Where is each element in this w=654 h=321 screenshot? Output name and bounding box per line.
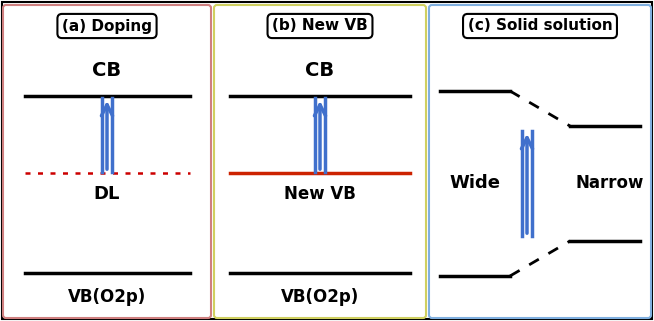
Text: Narrow: Narrow: [576, 174, 644, 192]
Text: (a) Doping: (a) Doping: [62, 19, 152, 33]
Text: VB(O2p): VB(O2p): [281, 288, 359, 306]
FancyBboxPatch shape: [3, 5, 211, 318]
Text: New VB: New VB: [284, 185, 356, 203]
Text: Wide: Wide: [449, 174, 500, 192]
Text: (c) Solid solution: (c) Solid solution: [468, 19, 612, 33]
FancyBboxPatch shape: [429, 5, 651, 318]
Text: VB(O2p): VB(O2p): [68, 288, 146, 306]
Text: (b) New VB: (b) New VB: [272, 19, 368, 33]
Text: CB: CB: [92, 62, 122, 81]
Text: CB: CB: [305, 62, 335, 81]
FancyBboxPatch shape: [214, 5, 426, 318]
Text: DL: DL: [94, 185, 120, 203]
